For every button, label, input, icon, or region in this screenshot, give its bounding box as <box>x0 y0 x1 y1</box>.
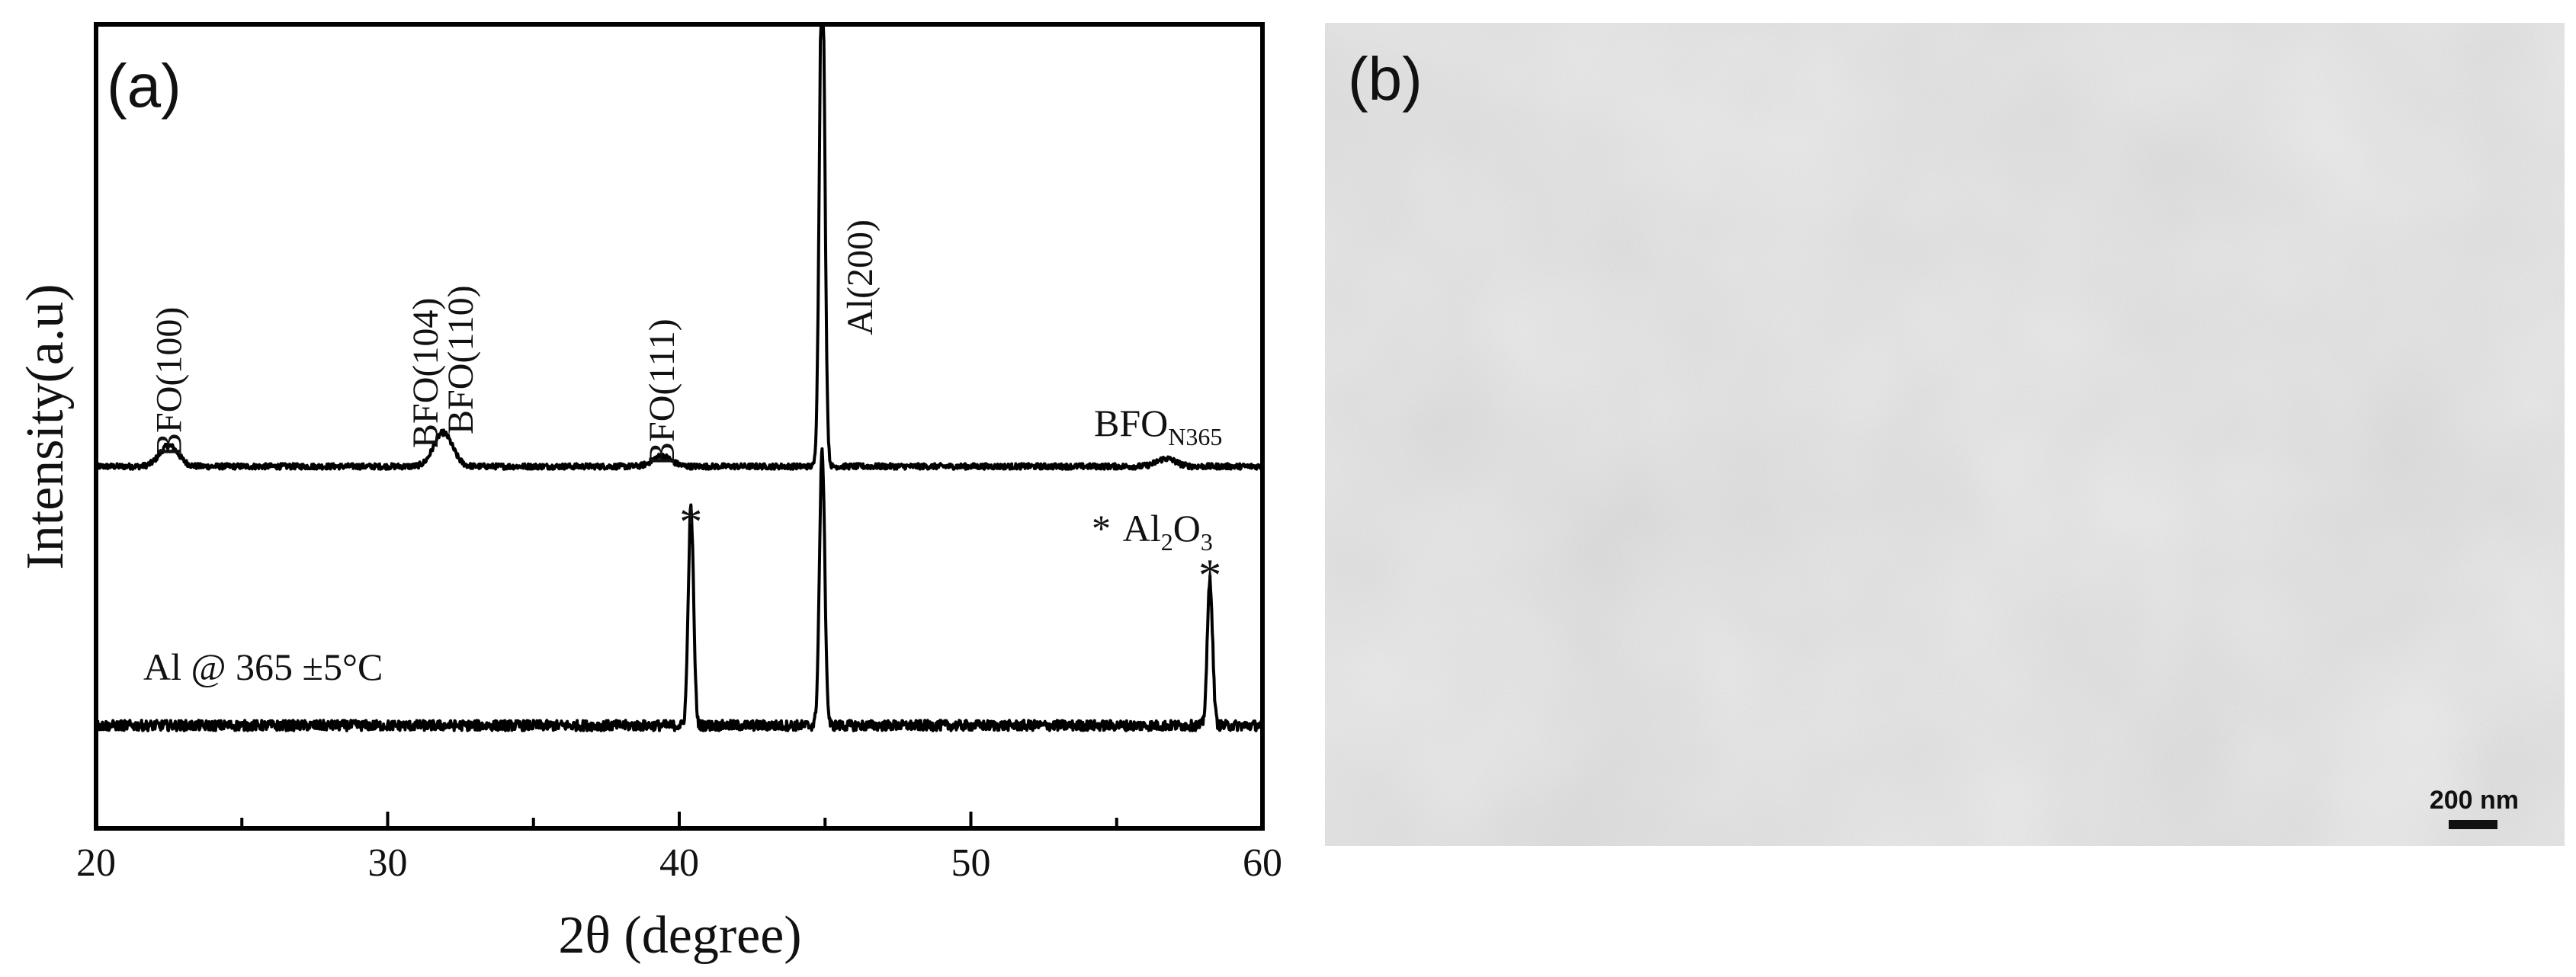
x-axis-label: 2θ (degree) <box>558 906 801 965</box>
series-line <box>95 25 1264 471</box>
series-label-bfo-sub: N365 <box>1168 423 1222 450</box>
panel-label-b: (b) <box>1348 45 1423 113</box>
series-label-bfo: BFON365 <box>1094 402 1222 450</box>
sem-texture <box>1325 23 2565 846</box>
x-tick-label: 50 <box>951 841 991 885</box>
legend-note-mid: O <box>1173 507 1201 549</box>
asterisk-marker: * <box>679 497 702 547</box>
x-axis-ticks <box>95 812 1264 828</box>
panel-label-a: (a) <box>107 52 181 120</box>
x-tick-label: 30 <box>368 841 408 885</box>
peak-label: BFO(111) <box>642 319 682 466</box>
sem-image-panel: (b) 200 nm <box>1325 23 2565 846</box>
peak-label: BFO(104) <box>406 298 446 448</box>
xrd-chart: 20 30 40 50 60 BFO(100) BFO(104)BFO(110) BFO(1… <box>16 22 1282 965</box>
legend-note-marker: * <box>1092 507 1111 549</box>
asterisk-marker: * <box>1198 550 1221 601</box>
legend-note-sub1: 2 <box>1161 528 1173 556</box>
x-tick-label: 60 <box>1243 841 1282 885</box>
peak-label: Al(200) <box>840 219 881 335</box>
series-label-bfo-main: BFO <box>1094 402 1168 444</box>
x-tick-label: 20 <box>76 841 116 885</box>
y-axis-label: Intensity(a.u) <box>16 283 75 569</box>
x-tick-label: 40 <box>659 841 699 885</box>
series-line <box>95 447 1264 732</box>
legend-note-sub2: 3 <box>1201 528 1213 556</box>
xrd-traces <box>95 25 1264 732</box>
peak-label: BFO(110) <box>441 285 481 434</box>
plot-frame <box>94 22 1265 831</box>
peak-annotations: BFO(100) BFO(104)BFO(110) BFO(111) Al(200) *… <box>149 219 1222 601</box>
peak-label: BFO(100) <box>149 307 190 457</box>
scale-bar <box>2449 820 2497 829</box>
series-label-al: Al @ 365 ±5°C <box>143 645 383 688</box>
scale-bar-label: 200 nm <box>2429 786 2519 815</box>
x-axis-tick-labels: 20 30 40 50 60 <box>76 841 1282 885</box>
legend-note-main: Al <box>1123 507 1161 549</box>
legend-note-al2o3: * Al2O3 <box>1092 507 1213 556</box>
